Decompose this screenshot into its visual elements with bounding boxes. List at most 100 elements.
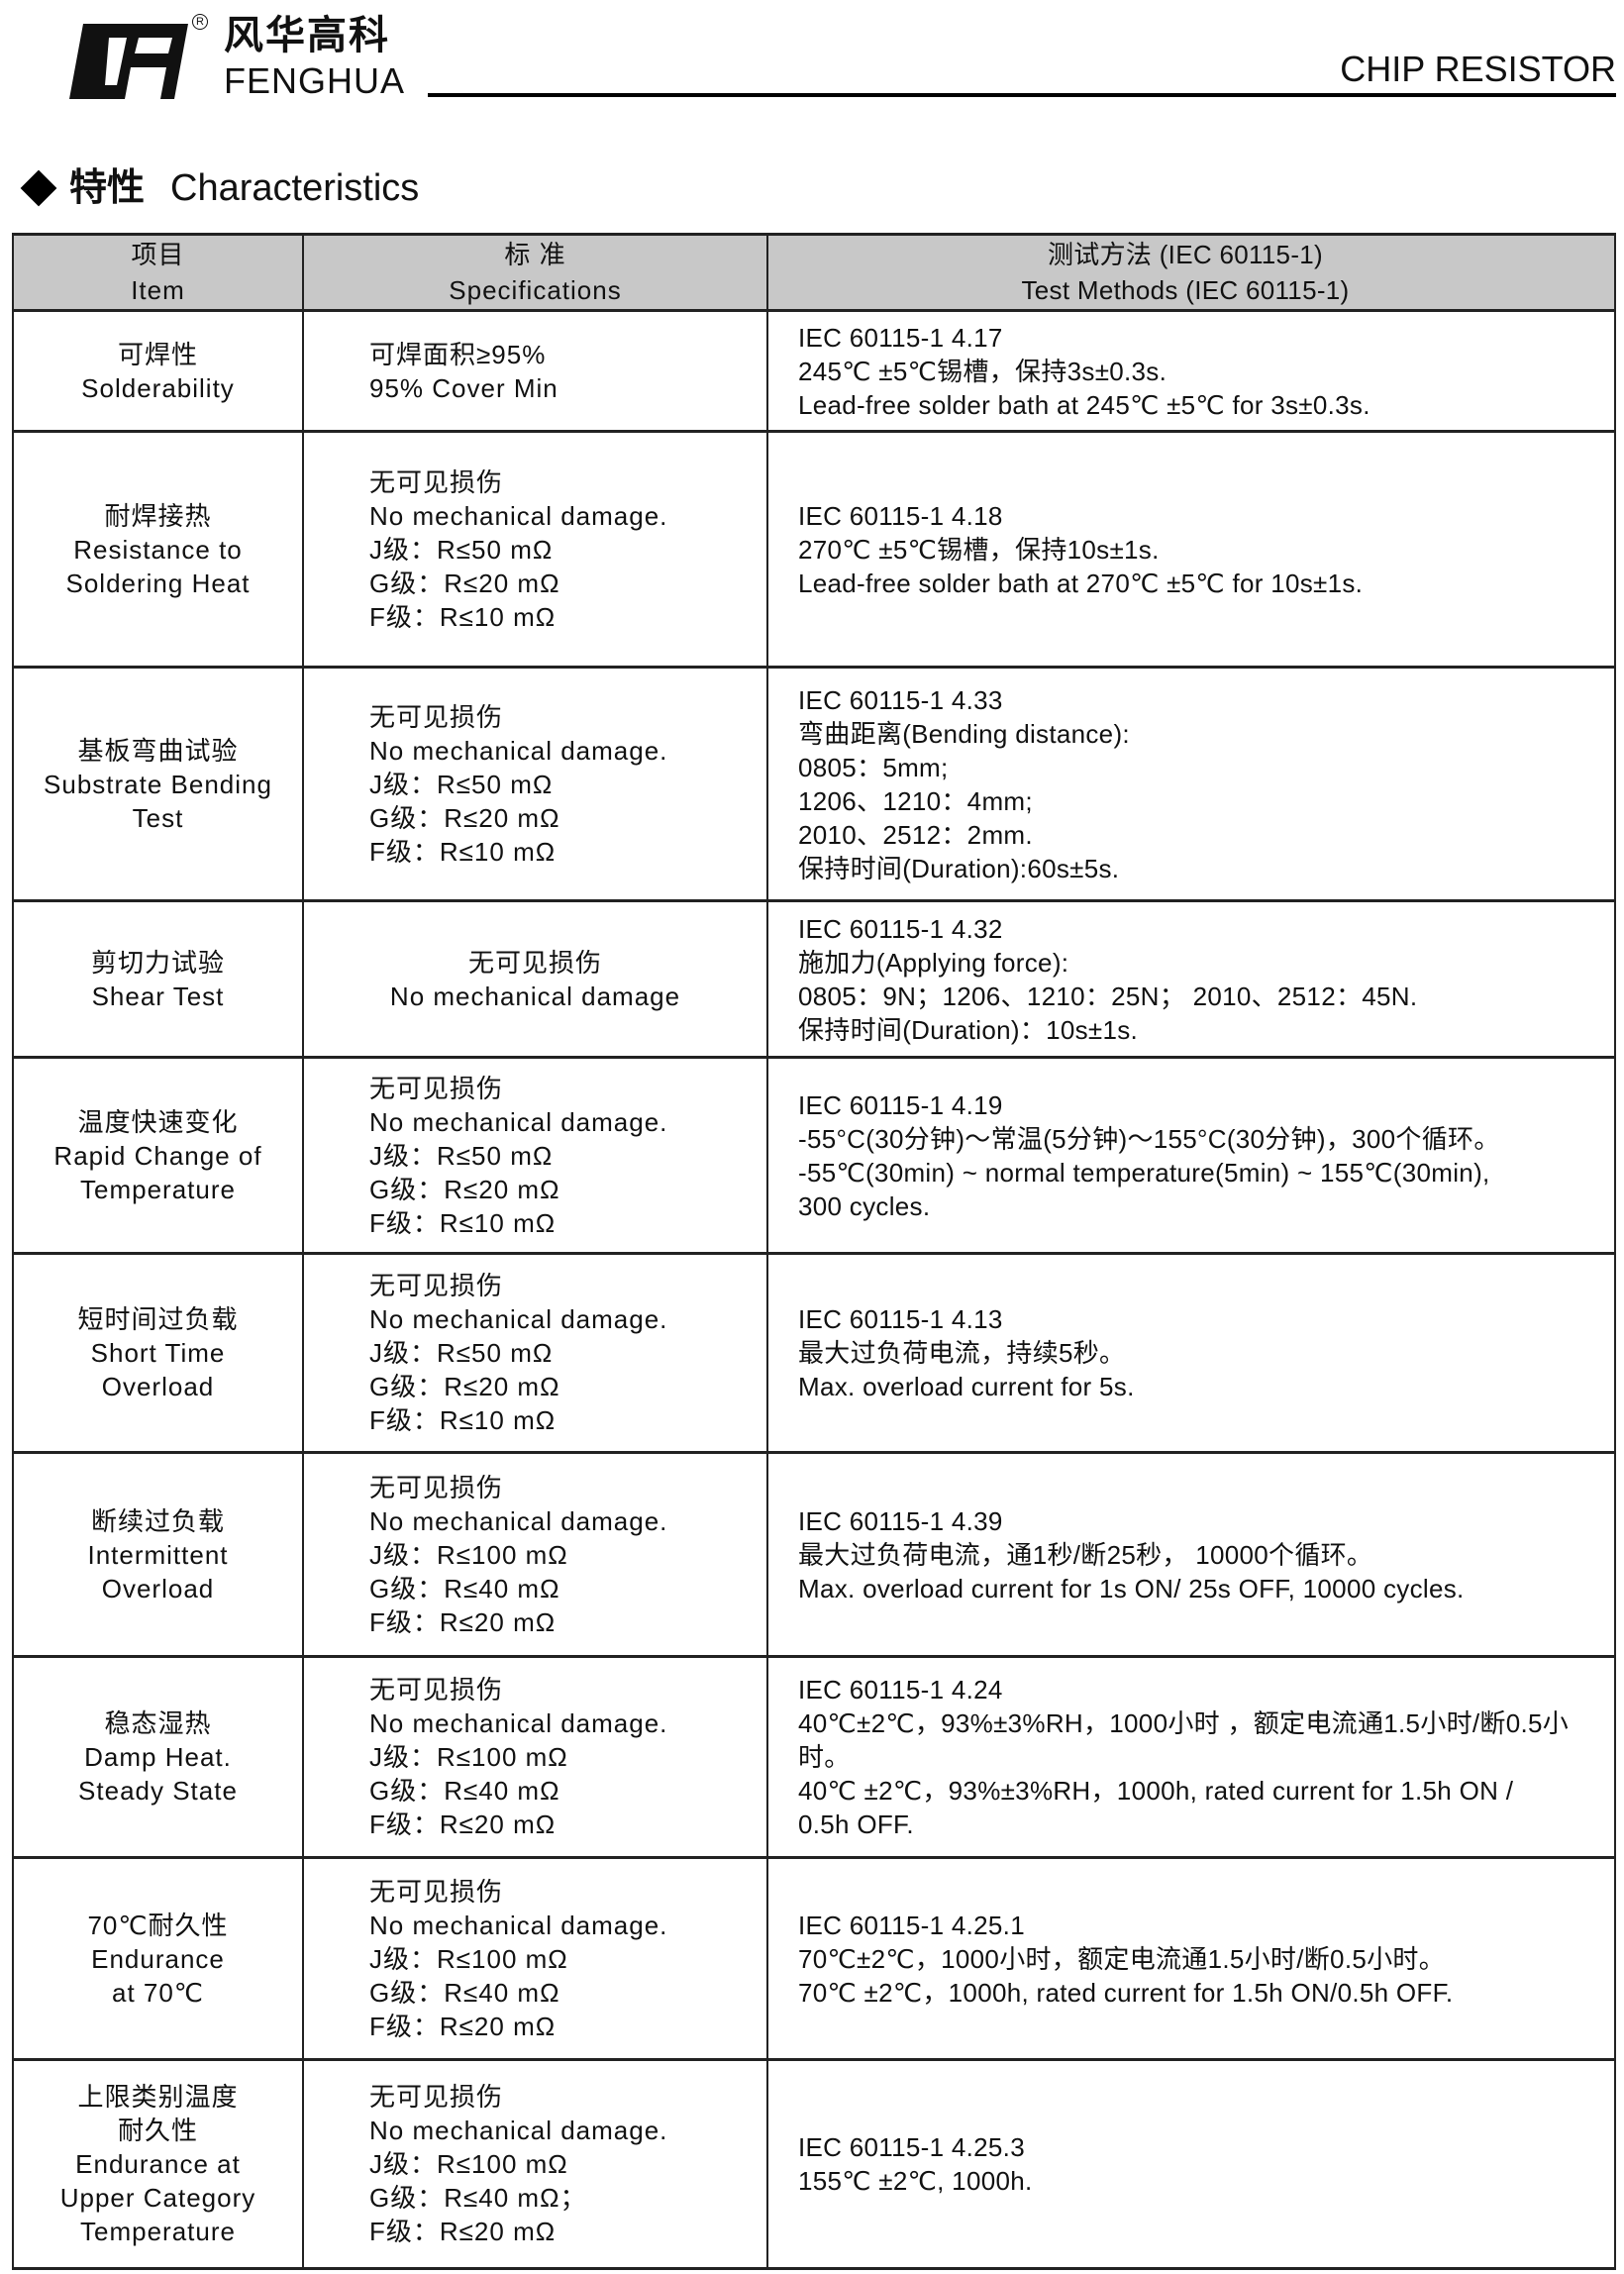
column-header-en: Specifications xyxy=(449,275,622,305)
test-method-cell: IEC 60115-1 4.32 施加力(Applying force): 0805… xyxy=(768,902,1616,1056)
specification-cell: 无可见损伤 No mechanical damage. J级：R≤100 mΩ G级：… xyxy=(304,2061,768,2267)
test-method-cell-line: IEC 60115-1 4.18 xyxy=(798,500,1003,531)
specification-cell-line: F级：R≤20 mΩ xyxy=(369,2217,557,2246)
test-method-cell-line: 2010、2512：2mm. xyxy=(798,819,1033,850)
test-method-cell-line: 弯曲距离(Bending distance): xyxy=(798,718,1130,749)
item-cell-line: 70℃耐久性 xyxy=(87,1910,229,1940)
item-cell-line: Endurance xyxy=(91,1943,225,1974)
item-cell: 可焊性 Solderability xyxy=(12,312,304,430)
specification-cell-line: 无可见损伤 xyxy=(369,1073,504,1103)
test-method-cell: IEC 60115-1 4.13 最大过负荷电流，持续5秒。 Max. overlo… xyxy=(768,1255,1616,1451)
item-cell: 耐焊接热 Resistance to Soldering Heat xyxy=(12,433,304,666)
specification-cell-line: No mechanical damage. xyxy=(369,1106,668,1137)
specification-cell-line: 无可见损伤 xyxy=(369,2082,504,2112)
section-title-en: Characteristics xyxy=(170,167,420,209)
test-method-cell-line: 最大过负荷电流，持续5秒。 xyxy=(798,1338,1126,1368)
test-method-cell-line: Lead-free solder bath at 245℃ ±5℃ for 3s… xyxy=(798,389,1370,420)
section-heading: 特性 Characteristics xyxy=(18,166,419,210)
item-cell: 温度快速变化 Rapid Change of Temperature xyxy=(12,1059,304,1252)
item-cell-line: 断续过负载 xyxy=(90,1505,225,1536)
specification-cell-line: No mechanical damage. xyxy=(369,1910,668,1940)
specification-cell-line: 可焊面积≥95% xyxy=(369,339,547,369)
section-title-cn: 特性 xyxy=(69,167,146,209)
fenghua-logo: R 风华高科 FENGHUA xyxy=(69,14,406,103)
test-method-cell: IEC 60115-1 4.17 245℃ ±5℃锡槽，保持3s±0.3s. Lea… xyxy=(768,312,1616,430)
table-row: 70℃耐久性 Endurance at 70℃ 无可见损伤 No mechanical … xyxy=(12,1859,1616,2061)
specification-cell-line: No mechanical damage. xyxy=(369,500,668,531)
test-method-cell-line: 270℃ ±5℃锡槽，保持10s±1s. xyxy=(798,534,1160,565)
header-divider xyxy=(428,93,1616,97)
specification-cell-line: F级：R≤10 mΩ xyxy=(369,836,557,867)
item-cell-line: Endurance at xyxy=(75,2149,241,2179)
item-cell-line: 温度快速变化 xyxy=(77,1106,239,1137)
specification-cell: 无可见损伤 No mechanical damage xyxy=(304,902,768,1056)
specification-cell-line: No mechanical damage. xyxy=(369,2116,668,2145)
specification-cell-line: G级：R≤20 mΩ xyxy=(369,1174,560,1204)
test-method-cell-line: IEC 60115-1 4.25.1 xyxy=(798,1910,1025,1940)
item-cell-line: 耐久性 xyxy=(117,2116,198,2145)
specification-cell-line: No mechanical damage. xyxy=(369,1505,668,1536)
test-method-cell-line: 1206、1210：4mm; xyxy=(798,785,1033,816)
test-method-cell-line: IEC 60115-1 4.25.3 xyxy=(798,2132,1025,2162)
item-cell-line: Temperature xyxy=(80,2217,236,2246)
table-row: 稳态湿热 Damp Heat. Steady State 无可见损伤 No mechan… xyxy=(12,1658,1616,1859)
table-row: 耐焊接热 Resistance to Soldering Heat 无可见损伤 No m… xyxy=(12,433,1616,669)
table-header-row: 项目 Item 标 准 Specifications 测试方法 (IEC 60115-1… xyxy=(12,233,1616,312)
test-method-cell-line: 70℃±2℃，1000小时，额定电流通1.5小时/断0.5小时。 xyxy=(798,1943,1445,1974)
test-method-cell-line: 0.5h OFF. xyxy=(798,1809,914,1839)
test-method-cell-line: 0805：9N；1206、1210：25N； 2010、2512：45N. xyxy=(798,981,1418,1011)
column-header-cn: 项目 xyxy=(131,240,185,269)
specification-cell-line: J级：R≤50 mΩ xyxy=(369,1338,554,1368)
item-cell-line: Overload xyxy=(101,1372,215,1401)
test-method-cell-line: Max. overload current for 1s ON/ 25s OFF… xyxy=(798,1573,1465,1603)
specification-cell-line: No mechanical damage xyxy=(389,981,681,1011)
specification-cell: 无可见损伤 No mechanical damage. J级：R≤50 mΩ G级：R… xyxy=(304,1255,768,1451)
logo-english-text: FENGHUA xyxy=(224,60,406,101)
item-cell-line: Overload xyxy=(101,1573,215,1603)
test-method-cell: IEC 60115-1 4.18 270℃ ±5℃锡槽，保持10s±1s. Lead… xyxy=(768,433,1616,666)
specification-cell-line: G级：R≤40 mΩ xyxy=(369,1977,560,2008)
specification-cell-line: J级：R≤100 mΩ xyxy=(369,1943,568,1974)
column-header-cn: 测试方法 (IEC 60115-1) xyxy=(1048,240,1323,269)
specification-cell-line: 无可见损伤 xyxy=(369,1675,504,1705)
item-cell-line: at 70℃ xyxy=(111,1977,205,2008)
test-method-cell: IEC 60115-1 4.24 40℃±2℃，93%±3%RH，1000小时 ，… xyxy=(768,1658,1616,1856)
test-method-cell-line: 保持时间(Duration):60s±5s. xyxy=(798,853,1120,883)
test-method-cell-line: 保持时间(Duration)：10s±1s. xyxy=(798,1014,1139,1045)
test-method-cell-line: IEC 60115-1 4.33 xyxy=(798,684,1003,715)
registered-mark: R xyxy=(192,14,208,30)
test-method-cell-line: 最大过负荷电流，通1秒/断25秒， 10000个循环。 xyxy=(798,1539,1373,1570)
item-cell-line: Intermittent xyxy=(87,1539,229,1570)
item-cell-line: Temperature xyxy=(80,1174,236,1204)
test-method-cell-line: 40℃±2℃，93%±3%RH，1000小时 ，额定电流通1.5小时/断0.5小… xyxy=(798,1708,1570,1772)
test-method-cell: IEC 60115-1 4.25.1 70℃±2℃，1000小时，额定电流通1.5… xyxy=(768,1859,1616,2058)
item-cell-line: Damp Heat. xyxy=(84,1742,232,1772)
test-method-cell-line: Max. overload current for 5s. xyxy=(798,1372,1135,1401)
specification-cell-line: J级：R≤100 mΩ xyxy=(369,1539,568,1570)
item-cell: 70℃耐久性 Endurance at 70℃ xyxy=(12,1859,304,2058)
specification-cell-line: No mechanical damage. xyxy=(369,1708,668,1738)
table-row: 上限类别温度 耐久性 Endurance at Upper Category Tempe… xyxy=(12,2061,1616,2270)
test-method-cell-line: 0805：5mm; xyxy=(798,752,949,782)
specification-cell: 无可见损伤 No mechanical damage. J级：R≤100 mΩ G级：… xyxy=(304,1859,768,2058)
test-method-cell-line: IEC 60115-1 4.39 xyxy=(798,1505,1003,1536)
test-method-cell-line: 70℃ ±2℃，1000h, rated current for 1.5h ON… xyxy=(798,1977,1454,2008)
specification-cell-line: 无可见损伤 xyxy=(369,1472,504,1502)
specification-cell-line: G级：R≤40 mΩ； xyxy=(369,2183,587,2213)
specification-cell-line: No mechanical damage. xyxy=(369,735,668,766)
column-header-cn: 标 准 xyxy=(504,240,566,269)
test-method-cell-line: 40℃ ±2℃，93%±3%RH，1000h, rated current fo… xyxy=(798,1776,1514,1806)
test-method-cell: IEC 60115-1 4.39 最大过负荷电流，通1秒/断25秒， 10000个… xyxy=(768,1454,1616,1655)
item-cell-line: 基板弯曲试验 xyxy=(77,735,239,766)
column-header-en: Test Methods (IEC 60115-1) xyxy=(1021,275,1350,305)
specification-cell-line: F级：R≤10 mΩ xyxy=(369,601,557,632)
table-row: 短时间过负载 Short Time Overload 无可见损伤 No mechanic… xyxy=(12,1255,1616,1454)
item-cell-line: Test xyxy=(132,802,184,833)
diamond-bullet-icon xyxy=(20,169,57,207)
table-row: 温度快速变化 Rapid Change of Temperature 无可见损伤 No … xyxy=(12,1059,1616,1255)
table-row: 断续过负载 Intermittent Overload 无可见损伤 No mechani… xyxy=(12,1454,1616,1658)
item-cell-line: 剪切力试验 xyxy=(90,947,225,978)
table-row: 剪切力试验 Shear Test 无可见损伤 No mechanical damage… xyxy=(12,902,1616,1059)
specification-cell: 无可见损伤 No mechanical damage. J级：R≤50 mΩ G级：R… xyxy=(304,1059,768,1252)
test-method-cell-line: 300 cycles. xyxy=(798,1190,931,1221)
